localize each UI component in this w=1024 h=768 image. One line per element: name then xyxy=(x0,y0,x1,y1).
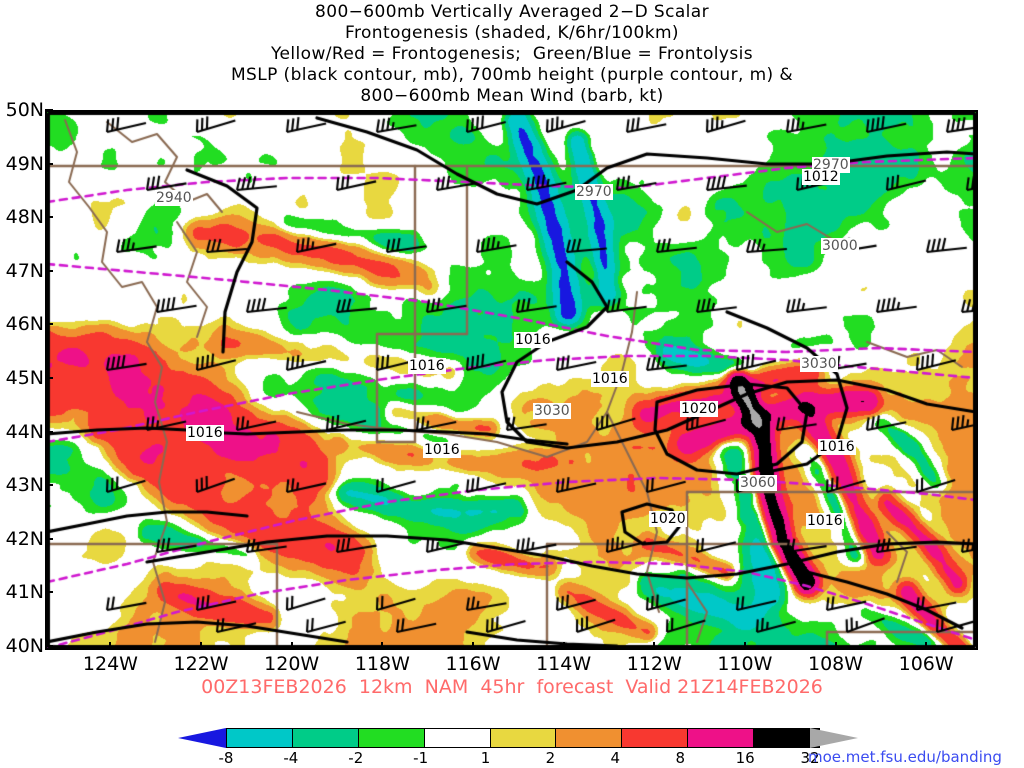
contour-label: 2970 xyxy=(575,184,613,200)
colorbar-tick: -8 xyxy=(218,749,234,767)
colorbar-tick: -2 xyxy=(348,749,364,767)
colorbar-tick: 8 xyxy=(675,749,685,767)
contour-label: 1016 xyxy=(591,371,629,387)
lon-tick-label: 114W xyxy=(536,653,592,675)
title-line-4: MSLP (black contour, mb), 700mb height (… xyxy=(230,65,794,85)
frontogenesis-map-canvas xyxy=(47,112,976,648)
lon-tick-label: 122W xyxy=(173,653,229,675)
contour-label: 1016 xyxy=(186,425,224,441)
contour-label: 2940 xyxy=(155,190,193,206)
colorbar: -8 -4 -2 -1 1 2 4 8 16 32 xyxy=(168,726,868,768)
colorbar-swatches xyxy=(226,728,820,748)
lon-tick-label: 118W xyxy=(354,653,410,675)
attribution-link[interactable]: moe.met.fsu.edu/banding xyxy=(808,748,1002,766)
colorbar-swatch xyxy=(489,729,556,747)
colorbar-swatch xyxy=(423,729,490,747)
contour-label: 1016 xyxy=(408,358,446,374)
colorbar-swatch xyxy=(555,729,622,747)
colorbar-tick: -1 xyxy=(413,749,429,767)
colorbar-tick: 4 xyxy=(610,749,621,767)
lat-tick-label: 43N xyxy=(5,474,44,497)
colorbar-tick: -4 xyxy=(283,749,299,767)
contour-label: 3030 xyxy=(800,356,838,372)
colorbar-over-arrow xyxy=(810,728,858,748)
colorbar-tick: 1 xyxy=(480,749,491,767)
contour-label: 1016 xyxy=(423,442,461,458)
colorbar-swatch xyxy=(621,729,688,747)
lat-tick-label: 45N xyxy=(5,367,44,389)
chart-title-block: 800−600mb Vertically Averaged 2−D Scalar… xyxy=(0,2,1024,107)
lat-tick-label: 48N xyxy=(5,206,44,229)
contour-label: 1016 xyxy=(818,439,856,455)
lon-tick-label: 120W xyxy=(264,653,320,675)
colorbar-tick: 32 xyxy=(800,749,820,767)
contour-label: 1016 xyxy=(806,513,844,529)
colorbar-swatch xyxy=(357,729,424,747)
lat-tick-label: 44N xyxy=(5,420,44,443)
lat-tick-label: 47N xyxy=(5,259,44,282)
contour-label: 3000 xyxy=(821,238,859,254)
lon-tick-label: 112W xyxy=(626,653,682,675)
lat-tick-label: 46N xyxy=(5,313,44,336)
contour-label: 3060 xyxy=(739,475,777,491)
lon-tick-label: 106W xyxy=(898,653,954,675)
colorbar-swatch xyxy=(753,729,819,747)
title-line-3: Yellow/Red = Frontogenesis; Green/Blue =… xyxy=(271,44,753,64)
contour-label: 1020 xyxy=(680,401,718,417)
colorbar-tick: 2 xyxy=(545,749,556,767)
title-line-2: Frontogenesis (shaded, K/6hr/100km) xyxy=(345,23,679,43)
lon-tick-label: 110W xyxy=(717,653,773,675)
forecast-caption: 00Z13FEB2026 12km NAM 45hr forecast Vali… xyxy=(201,676,823,698)
lon-tick-label: 124W xyxy=(82,653,138,675)
colorbar-swatch xyxy=(687,729,753,747)
title-line-1: 800−600mb Vertically Averaged 2−D Scalar xyxy=(315,2,709,22)
lat-tick-label: 49N xyxy=(5,152,44,175)
lon-tick-label: 116W xyxy=(445,653,501,675)
lat-tick-label: 41N xyxy=(5,581,44,604)
contour-label: 1016 xyxy=(514,332,552,348)
contour-label: 1020 xyxy=(649,511,687,527)
colorbar-under-arrow xyxy=(178,728,226,748)
map-plot-area[interactable]: 2940 2970 2970 1012 3000 1016 1016 1016 1016 1016… xyxy=(45,110,978,650)
colorbar-swatch xyxy=(291,729,358,747)
contour-label: 3030 xyxy=(533,403,571,419)
lon-tick-label: 108W xyxy=(807,653,864,675)
contour-label: 1012 xyxy=(802,169,840,185)
title-line-5: 800−600mb Mean Wind (barb, kt) xyxy=(360,86,664,106)
colorbar-swatch xyxy=(227,729,292,747)
lat-tick-label: 40N xyxy=(5,635,44,657)
colorbar-tick: 16 xyxy=(735,749,755,767)
lat-tick-label: 42N xyxy=(5,527,44,550)
